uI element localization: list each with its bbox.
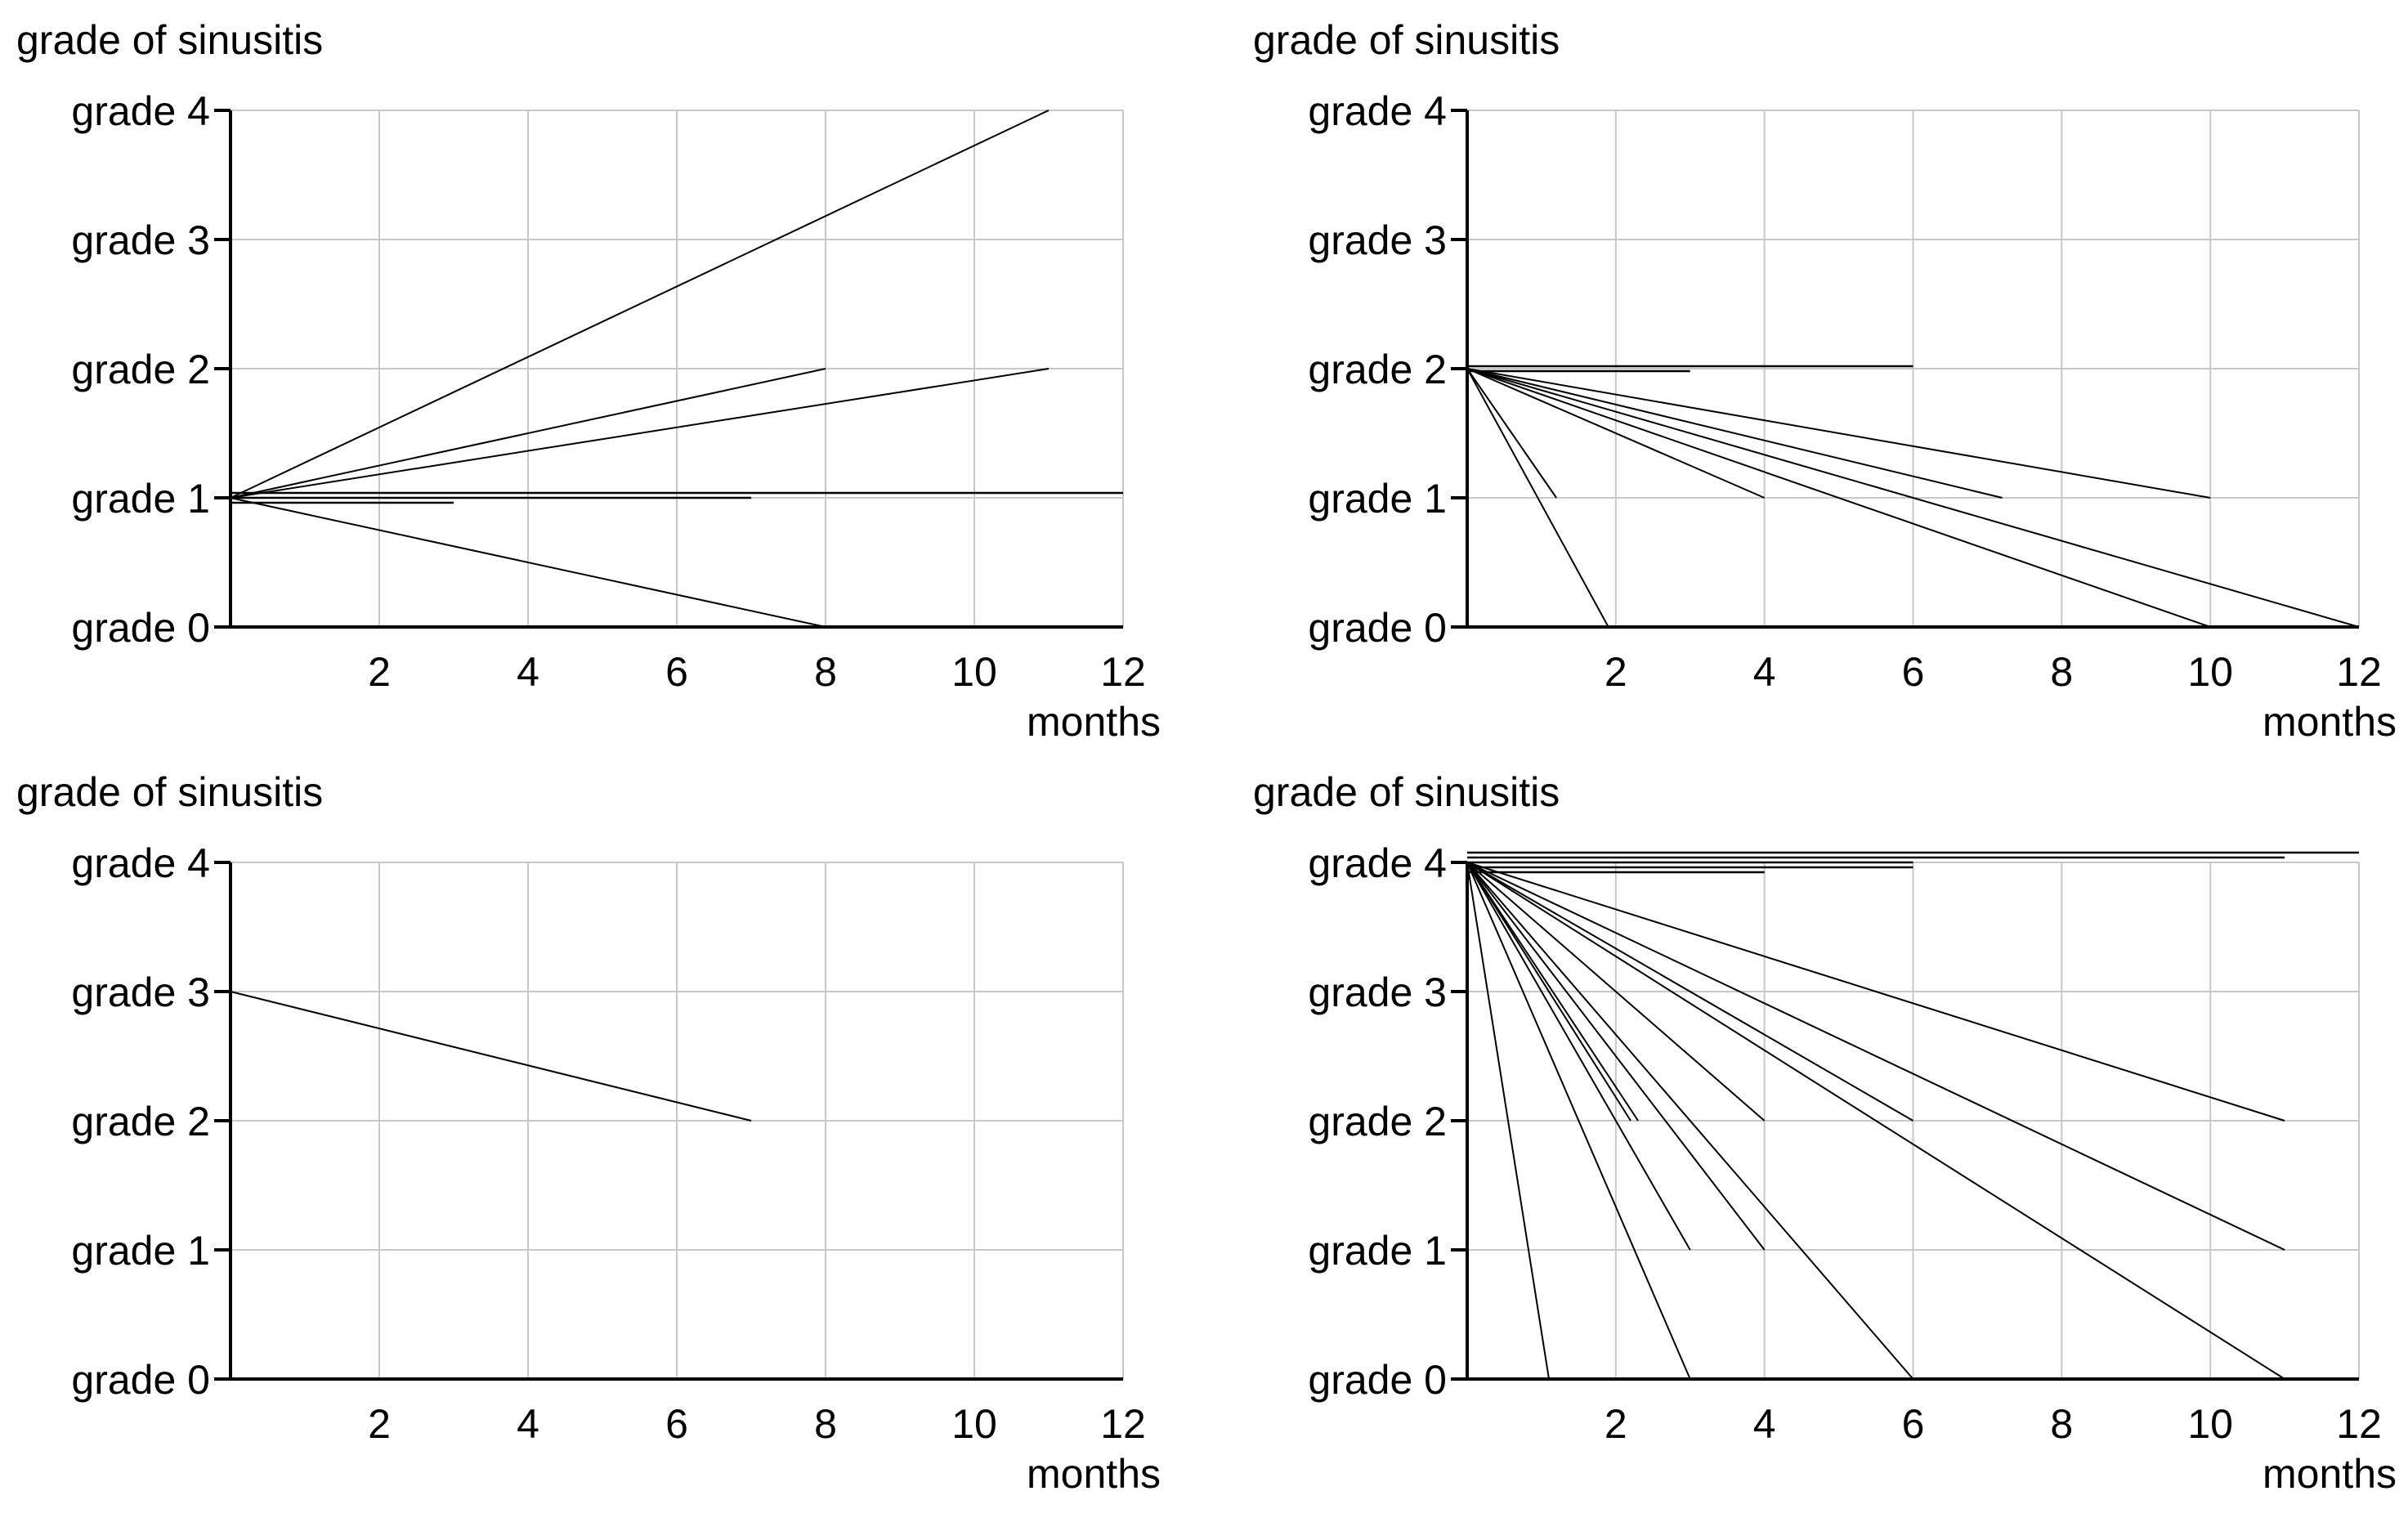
series-line-1 xyxy=(230,991,752,1122)
y-axis-title: grade of sinusitis xyxy=(16,17,323,63)
x-tick-label: 12 xyxy=(2336,649,2382,695)
y-tick-label: grade 3 xyxy=(1308,217,1447,263)
series-line-9 xyxy=(1466,368,2360,628)
x-tick-label: 4 xyxy=(1753,649,1776,695)
y-tick-label: grade 2 xyxy=(1308,1099,1447,1144)
y-tick-label: grade 1 xyxy=(1308,1228,1447,1274)
series-line-16 xyxy=(1466,862,1914,1122)
series-line-13 xyxy=(1466,862,1639,1122)
y-tick-label: grade 1 xyxy=(1308,476,1447,522)
y-tick-label: grade 3 xyxy=(71,217,210,263)
x-tick-label: 6 xyxy=(1902,1401,1925,1447)
series-line-7 xyxy=(230,497,826,628)
x-tick-label: 4 xyxy=(1753,1401,1776,1447)
series-line-4 xyxy=(1466,368,1609,628)
series-line-7 xyxy=(1466,368,2211,499)
x-tick-label: 8 xyxy=(2050,1401,2073,1447)
series-line-9 xyxy=(1466,862,2285,1380)
x-axis-label: months xyxy=(1027,699,1161,745)
y-axis-title: grade of sinusitis xyxy=(1253,769,1560,815)
series-line-8 xyxy=(1466,368,2211,628)
x-tick-label: 10 xyxy=(951,649,997,695)
series-line-14 xyxy=(1466,862,1631,1122)
y-tick-label: grade 0 xyxy=(1308,605,1447,651)
series-line-2 xyxy=(230,368,826,499)
x-tick-label: 6 xyxy=(665,649,688,695)
series-line-12 xyxy=(1466,862,2285,1251)
y-tick-label: grade 2 xyxy=(71,1099,210,1144)
x-tick-label: 12 xyxy=(1100,649,1146,695)
x-tick-label: 10 xyxy=(951,1401,997,1447)
y-tick-label: grade 4 xyxy=(1308,840,1447,886)
x-axis-label: months xyxy=(2263,699,2397,745)
y-tick-label: grade 2 xyxy=(71,347,210,392)
chart-panel-3: grade 0 grade 1 grade 2 grade 3 grade 4 2 4 6 8 1… xyxy=(16,769,1161,1497)
y-tick-label: grade 4 xyxy=(1308,88,1447,134)
x-tick-label: 12 xyxy=(1100,1401,1146,1447)
x-tick-label: 2 xyxy=(1605,649,1627,695)
x-tick-label: 8 xyxy=(2050,649,2073,695)
x-tick-label: 10 xyxy=(2187,1401,2233,1447)
chart-panel-1: grade 0 grade 1 grade 2 grade 3 grade 4 2 4 6 8 1… xyxy=(16,17,1161,745)
chart-panel-2: grade 0 grade 1 grade 2 grade 3 grade 4 2 4 6 8 1… xyxy=(1253,17,2397,745)
series-line-6 xyxy=(1466,862,1550,1380)
series-line-8 xyxy=(1466,862,1914,1380)
y-tick-label: grade 3 xyxy=(71,969,210,1015)
y-axis-title: grade of sinusitis xyxy=(16,769,323,815)
series-line-6 xyxy=(1466,368,2003,499)
series-line-17 xyxy=(1466,862,2285,1122)
y-tick-label: grade 1 xyxy=(71,1228,210,1274)
x-tick-label: 8 xyxy=(814,1401,837,1447)
y-tick-label: grade 4 xyxy=(71,840,210,886)
x-tick-label: 8 xyxy=(814,649,837,695)
series-line-7 xyxy=(1466,862,1691,1380)
x-tick-label: 2 xyxy=(1605,1401,1627,1447)
x-axis-label: months xyxy=(2263,1451,2397,1497)
y-tick-label: grade 3 xyxy=(1308,969,1447,1015)
x-tick-label: 6 xyxy=(1902,649,1925,695)
y-tick-label: grade 2 xyxy=(1308,347,1447,392)
x-tick-label: 4 xyxy=(517,649,539,695)
y-tick-label: grade 0 xyxy=(1308,1357,1447,1403)
series-line-3 xyxy=(230,368,1050,499)
y-tick-label: grade 0 xyxy=(71,1357,210,1403)
series-line-3 xyxy=(1466,368,1557,499)
x-tick-label: 10 xyxy=(2187,649,2233,695)
x-tick-label: 2 xyxy=(368,1401,391,1447)
y-tick-label: grade 1 xyxy=(71,476,210,522)
x-tick-label: 6 xyxy=(665,1401,688,1447)
y-axis-title: grade of sinusitis xyxy=(1253,17,1560,63)
series-line-11 xyxy=(1466,862,1766,1251)
y-tick-label: grade 4 xyxy=(71,88,210,134)
y-tick-label: grade 0 xyxy=(71,605,210,651)
chart-panel-4: grade 0 grade 1 grade 2 grade 3 grade 4 2 4 6 8 1… xyxy=(1253,769,2397,1497)
x-tick-label: 12 xyxy=(2336,1401,2382,1447)
series-line-1 xyxy=(230,110,1050,499)
series-line-5 xyxy=(1466,368,1766,499)
x-axis-label: months xyxy=(1027,1451,1161,1497)
x-tick-label: 4 xyxy=(517,1401,539,1447)
x-tick-label: 2 xyxy=(368,649,391,695)
series-line-15 xyxy=(1466,862,1766,1122)
series-line-10 xyxy=(1466,862,1691,1251)
